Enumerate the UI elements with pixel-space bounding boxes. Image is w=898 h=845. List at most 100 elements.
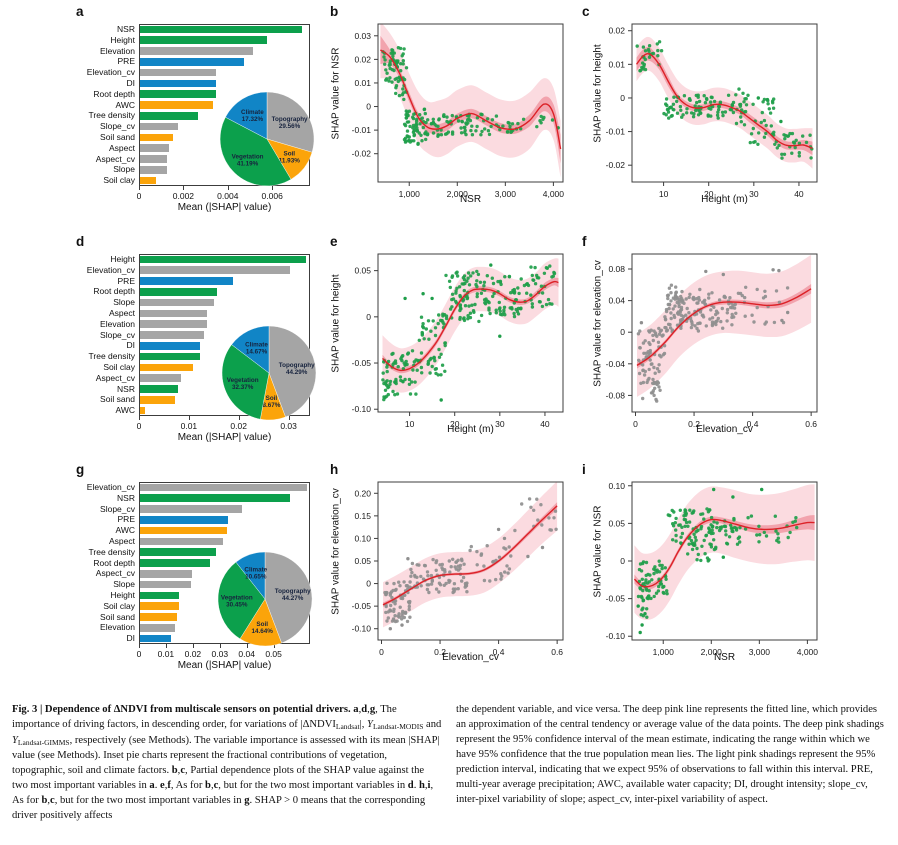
svg-text:0: 0 bbox=[620, 93, 625, 103]
bar-label: Height bbox=[110, 34, 135, 45]
bar-label: PRE bbox=[117, 514, 135, 525]
svg-text:2,000: 2,000 bbox=[447, 189, 469, 199]
svg-text:4,000: 4,000 bbox=[543, 189, 565, 199]
bar bbox=[140, 624, 175, 632]
x-axis-label-f: Elevation_cv bbox=[696, 424, 753, 435]
bar bbox=[140, 634, 171, 643]
pie-slice-label: Soil 14.64% bbox=[252, 621, 274, 635]
x-axis-label-h: Elevation_cv bbox=[442, 652, 499, 663]
panel-g: g Elevation_cv NSR Slope_cv PRE AWC Aspect Tre… bbox=[60, 458, 314, 686]
plot-area bbox=[636, 254, 812, 403]
bar-label: Slope_cv bbox=[100, 329, 135, 340]
bar-label: DI bbox=[126, 633, 136, 644]
plot-frame bbox=[377, 253, 564, 413]
prediction-interval-band bbox=[382, 258, 559, 393]
pie-chart-d: Topography 44.29% Soil 8.67%Vegetation 32.37… bbox=[221, 325, 317, 421]
bar bbox=[140, 298, 215, 307]
axis-tick bbox=[165, 644, 167, 648]
bar bbox=[140, 277, 234, 285]
bar-label: Root depth bbox=[93, 286, 135, 297]
bar bbox=[140, 133, 174, 142]
fitted-line bbox=[379, 49, 562, 150]
svg-text:-0.05: -0.05 bbox=[606, 594, 626, 604]
svg-text:30: 30 bbox=[495, 419, 505, 429]
svg-text:0.4: 0.4 bbox=[493, 647, 505, 657]
svg-text:0.20: 0.20 bbox=[354, 488, 371, 498]
bar-label: Elevation bbox=[100, 318, 135, 329]
x-axis-label-i: NSR bbox=[713, 652, 736, 663]
x-axis-label-g: Mean (|SHAP| value) bbox=[177, 660, 272, 671]
bar-label: Elevation_cv bbox=[86, 67, 135, 78]
panel-c: c SHAP value for height 10 20 30 40 0.02 0.01… bbox=[580, 0, 880, 228]
confidence-interval-band bbox=[634, 515, 815, 591]
bar bbox=[140, 406, 145, 415]
svg-text:0.6: 0.6 bbox=[551, 647, 563, 657]
bar-label: Soil sand bbox=[100, 132, 135, 142]
bar-label: Soil clay bbox=[103, 600, 135, 611]
bar-label: Aspect_cv bbox=[95, 153, 135, 164]
bar bbox=[140, 155, 167, 163]
bar-label: Elevation_cv bbox=[86, 482, 135, 492]
pie-slice-label: Vegetation 30.45% bbox=[221, 595, 253, 609]
axis-tick bbox=[288, 416, 290, 420]
pie-slice-label: Topography 29.56% bbox=[272, 116, 308, 130]
pie-slice-label: Vegetation 32.37% bbox=[227, 377, 259, 391]
bar bbox=[140, 79, 216, 88]
scatter-points bbox=[636, 268, 790, 403]
fitted-line bbox=[635, 53, 813, 150]
svg-text:-0.01: -0.01 bbox=[352, 125, 372, 135]
x-axis-label-c: Height (m) bbox=[701, 194, 748, 205]
axis-tick-label: 0.006 bbox=[261, 191, 283, 201]
axis-tick-label: 0 bbox=[136, 421, 142, 431]
panel-letter-b: b bbox=[330, 4, 339, 19]
bar bbox=[140, 548, 217, 556]
x-axis-label-d: Mean (|SHAP| value) bbox=[177, 432, 272, 443]
bar-label: Tree density bbox=[88, 351, 135, 362]
axis-tick-label: 0 bbox=[136, 191, 142, 201]
fitted-line bbox=[382, 505, 558, 606]
bar-label: PRE bbox=[117, 275, 135, 286]
bar bbox=[140, 47, 254, 55]
axis-tick bbox=[272, 186, 274, 190]
confidence-interval-band bbox=[380, 35, 561, 164]
bar-label: Aspect_cv bbox=[95, 568, 135, 579]
prediction-interval-band bbox=[380, 24, 561, 178]
bar-label: Slope bbox=[113, 164, 135, 175]
bar-label: AWC bbox=[115, 525, 135, 536]
svg-text:0.10: 0.10 bbox=[354, 533, 371, 543]
pie-slice-label: Soil 8.67% bbox=[262, 395, 280, 409]
axis-tick bbox=[139, 186, 140, 190]
fitted-line bbox=[633, 518, 815, 588]
bar-label: Soil clay bbox=[103, 362, 135, 372]
svg-text:20: 20 bbox=[450, 419, 460, 429]
panel-f: f SHAP value for elevation_cv 0 0.2 0.4 0.6… bbox=[580, 230, 880, 458]
svg-text:0: 0 bbox=[620, 327, 625, 337]
x-axis-label-b: NSR bbox=[459, 194, 482, 205]
bar-label: Aspect_cv bbox=[95, 372, 135, 383]
pie-slice-topography bbox=[268, 325, 317, 418]
pie-slice-vegetation bbox=[219, 116, 292, 187]
bar bbox=[140, 526, 228, 535]
panel-letter-e: e bbox=[330, 234, 338, 249]
bar-label: Height bbox=[110, 254, 135, 264]
scatter-plot-c: 10 20 30 40 0.02 0.01 0 -0.01 -0.02 bbox=[606, 23, 818, 199]
bar-label: Slope bbox=[113, 297, 135, 308]
svg-text:0.01: 0.01 bbox=[608, 59, 625, 69]
bar bbox=[140, 101, 214, 109]
svg-text:20: 20 bbox=[704, 189, 714, 199]
svg-text:3,000: 3,000 bbox=[495, 189, 517, 199]
axis-tick-label: 0.03 bbox=[280, 421, 297, 431]
bar bbox=[140, 166, 167, 174]
pie-slice-vegetation bbox=[221, 344, 270, 420]
pie-slice-label: Climate 17.32% bbox=[241, 109, 264, 123]
pie-slice-climate bbox=[225, 91, 268, 140]
plot-area bbox=[379, 24, 562, 178]
scatter-points bbox=[381, 263, 557, 402]
pie-slice-label: Vegetation 41.19% bbox=[232, 154, 264, 168]
bar bbox=[140, 331, 204, 339]
axis-tick bbox=[183, 186, 185, 190]
scatter-plot-i: 1,000 2,000 3,000 4,000 0.10 0.05 0 -0.05 -0.10 bbox=[606, 481, 819, 657]
bar bbox=[140, 537, 224, 546]
svg-text:0: 0 bbox=[620, 556, 625, 566]
svg-text:0.4: 0.4 bbox=[747, 419, 759, 429]
